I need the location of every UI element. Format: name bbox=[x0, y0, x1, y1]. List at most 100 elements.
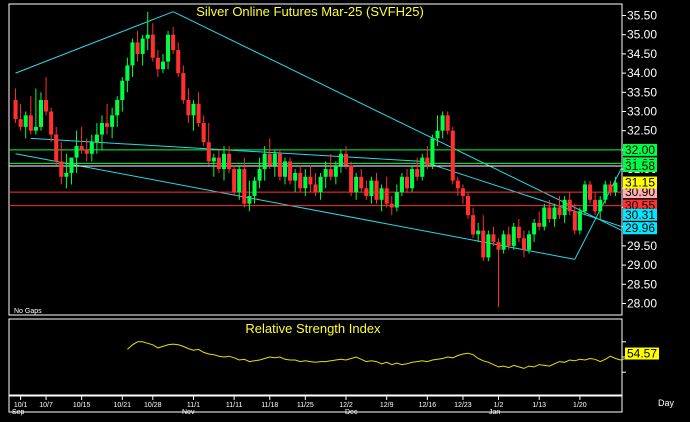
candle-body bbox=[486, 234, 491, 258]
y-tick-label: 29.00 bbox=[627, 258, 657, 272]
candle-body bbox=[465, 195, 471, 216]
candle-body bbox=[410, 169, 415, 189]
candle-body bbox=[471, 215, 476, 235]
candle-body bbox=[333, 165, 338, 177]
candle-body bbox=[450, 130, 455, 181]
date-tick-label: 10/7 bbox=[39, 402, 53, 409]
date-tick-label: 10/28 bbox=[144, 402, 162, 409]
candle-body bbox=[69, 157, 74, 173]
candle-body bbox=[110, 115, 115, 127]
level-label: 31.58 bbox=[625, 159, 655, 173]
candle-body bbox=[232, 169, 237, 193]
candle-body bbox=[440, 115, 445, 131]
candle-body bbox=[303, 176, 308, 189]
chart-title: Silver Online Futures Mar-25 (SVFH25) bbox=[196, 4, 424, 19]
candle-body bbox=[272, 153, 277, 166]
candle-body bbox=[491, 234, 496, 243]
price-panel: 28.0028.5029.0029.5030.0030.5031.0031.50… bbox=[8, 3, 657, 316]
channel-line bbox=[15, 11, 174, 74]
candle-body bbox=[84, 149, 89, 154]
candle-body bbox=[145, 34, 150, 39]
level-label-bg bbox=[623, 160, 657, 173]
candle-body bbox=[277, 153, 282, 177]
level-label: 30.90 bbox=[625, 185, 655, 199]
rsi-current-label: 54.57 bbox=[627, 347, 657, 361]
candle-body bbox=[282, 161, 288, 177]
candle-body bbox=[318, 176, 323, 193]
y-tick-label: 28.50 bbox=[627, 277, 657, 291]
candle-body bbox=[455, 180, 460, 189]
price-label: 31.15 bbox=[625, 176, 655, 190]
date-tick-label: 12/9 bbox=[380, 402, 394, 409]
candle-body bbox=[349, 165, 354, 193]
date-tick-label: 1/13 bbox=[532, 402, 546, 409]
price-label: 30.31 bbox=[625, 208, 655, 222]
level-label: 32.00 bbox=[625, 143, 655, 157]
candle-body bbox=[89, 142, 94, 154]
candle-body bbox=[374, 180, 379, 200]
candle-body bbox=[201, 123, 206, 143]
level-label-bg bbox=[623, 143, 657, 156]
candle-body bbox=[430, 138, 435, 166]
date-axis-panel: 10/1 10/7 10/15 10/21 10/28 11/1 11/11 11/18 11/… bbox=[8, 395, 623, 416]
candle-body bbox=[496, 242, 501, 250]
candle-body bbox=[354, 176, 359, 193]
candle-body bbox=[181, 73, 186, 100]
candle-body bbox=[557, 207, 562, 216]
month-label: Sep bbox=[12, 409, 25, 416]
candle-body bbox=[74, 146, 79, 158]
candle-body bbox=[537, 222, 542, 227]
date-tick-label: 1/2 bbox=[494, 402, 504, 409]
candle-body bbox=[171, 34, 176, 51]
price-label-bg bbox=[623, 208, 657, 221]
price-frame bbox=[8, 3, 623, 316]
level-label-bg bbox=[623, 186, 657, 199]
candle-body bbox=[288, 161, 293, 181]
candle-body bbox=[227, 153, 232, 170]
candle-body bbox=[328, 169, 333, 177]
date-tick-label: 12/23 bbox=[454, 402, 472, 409]
candle-body bbox=[404, 176, 410, 189]
candle-body bbox=[140, 38, 145, 54]
candle-body bbox=[598, 199, 603, 212]
candle-body bbox=[242, 169, 247, 204]
level-label-bg bbox=[623, 199, 657, 212]
candle-body bbox=[211, 157, 216, 162]
date-tick-label: 10/1 bbox=[14, 402, 28, 409]
channel-line bbox=[422, 160, 623, 228]
candle-body bbox=[379, 188, 384, 200]
candle-body bbox=[186, 99, 191, 116]
candle-body bbox=[384, 188, 389, 204]
y-tick-label: 35.50 bbox=[627, 9, 657, 23]
candle-body bbox=[593, 199, 598, 212]
candle-body bbox=[59, 161, 64, 177]
candle-body bbox=[425, 157, 430, 166]
candle-body bbox=[257, 169, 262, 181]
candle-body bbox=[64, 172, 69, 177]
y-tick-label: 29.50 bbox=[627, 239, 657, 253]
y-tick-label: 28.00 bbox=[627, 296, 657, 310]
candle-body bbox=[359, 176, 364, 189]
candle-body bbox=[394, 192, 399, 208]
channel-line bbox=[172, 11, 623, 231]
y-tick-label: 33.50 bbox=[627, 85, 657, 99]
candle-body bbox=[216, 157, 221, 170]
candle-body bbox=[155, 57, 160, 70]
candle-body bbox=[115, 99, 120, 116]
y-tick-label: 33.00 bbox=[627, 105, 657, 119]
candle-body bbox=[79, 146, 84, 150]
candle-body bbox=[526, 234, 532, 250]
candle-body bbox=[420, 157, 425, 177]
y-tick-label: 35.00 bbox=[627, 28, 657, 42]
candle-body bbox=[435, 130, 440, 139]
candle-body bbox=[506, 234, 511, 246]
candle-body bbox=[262, 153, 267, 170]
candle-body bbox=[94, 134, 99, 143]
rsi-current-label-bg bbox=[625, 347, 659, 360]
candle-body bbox=[54, 134, 59, 162]
candle-body bbox=[613, 182, 618, 193]
candle-body bbox=[547, 207, 552, 220]
date-tick-label: 10/21 bbox=[114, 402, 132, 409]
candle-body bbox=[562, 199, 567, 216]
